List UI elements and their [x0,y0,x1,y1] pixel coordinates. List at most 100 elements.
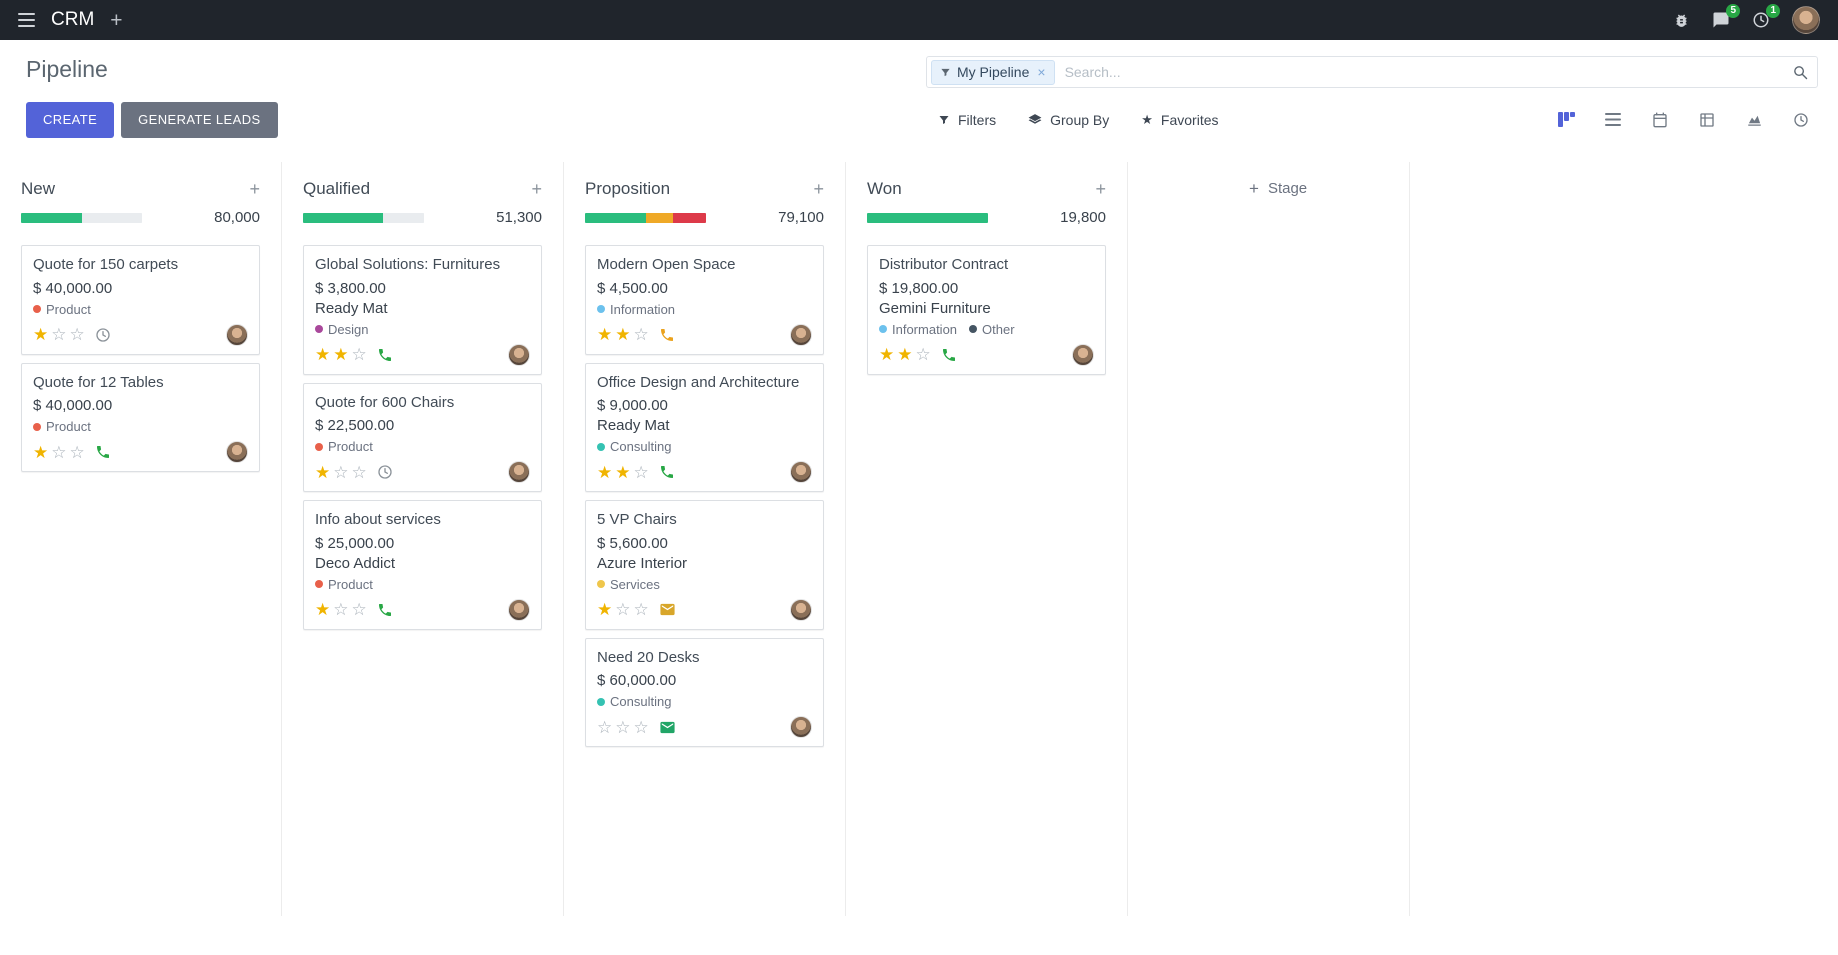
progress-segment-yellow[interactable] [645,212,674,223]
avatar[interactable] [226,323,248,346]
phone-icon[interactable] [659,464,675,480]
star-empty-icon[interactable]: ☆ [597,717,616,737]
envelope-icon[interactable] [659,601,676,618]
star-filled-icon[interactable]: ★ [333,345,352,364]
app-name-menu[interactable]: CRM [51,9,95,30]
remove-facet-icon[interactable]: × [1037,64,1046,80]
column-progressbar[interactable] [303,212,424,223]
priority-stars[interactable]: ★☆☆ [33,444,88,461]
tag-product[interactable]: Product [33,419,91,434]
priority-stars[interactable]: ★☆☆ [315,601,370,618]
star-filled-icon[interactable]: ★ [315,345,334,364]
star-empty-icon[interactable]: ☆ [633,462,652,482]
filters-button[interactable]: Filters [938,112,996,128]
kanban-card[interactable]: Quote for 12 Tables $ 40,000.00 Product ★☆☆ [21,362,260,472]
priority-stars[interactable]: ★★☆ [879,346,934,363]
phone-icon[interactable] [659,327,675,343]
tag-design[interactable]: Design [315,322,368,337]
progress-segment-green[interactable] [867,212,988,223]
view-pivot-button[interactable] [1690,105,1724,135]
star-filled-icon[interactable]: ★ [315,462,334,482]
activities-button[interactable]: 1 [1752,4,1780,29]
priority-stars[interactable]: ★☆☆ [33,326,88,343]
column-quick-add-button[interactable]: + [1095,179,1106,199]
column-quick-add-button[interactable]: + [813,179,824,199]
priority-stars[interactable]: ★☆☆ [597,601,652,618]
progress-segment-green[interactable] [585,212,646,223]
star-empty-icon[interactable]: ☆ [69,442,88,462]
create-button[interactable]: CREATE [26,101,115,138]
tag-other[interactable]: Other [969,322,1015,337]
star-empty-icon[interactable]: ☆ [915,345,934,364]
avatar[interactable] [790,323,812,346]
view-calendar-button[interactable] [1643,105,1677,135]
avatar[interactable] [790,716,812,738]
kanban-card[interactable]: Need 20 Desks $ 60,000.00 Consulting ☆☆☆ [585,637,824,747]
systray-add-button[interactable]: + [110,8,123,32]
add-stage-button[interactable]: + Stage [1249,180,1307,197]
view-graph-button[interactable] [1737,105,1771,135]
progress-segment-green[interactable] [21,212,82,223]
priority-stars[interactable]: ☆☆☆ [597,719,652,736]
search-facet-my-pipeline[interactable]: My Pipeline × [931,59,1055,85]
avatar[interactable] [790,598,812,621]
search-magnifier-icon[interactable] [1792,64,1809,81]
clock-icon[interactable] [95,327,111,343]
progress-segment-red[interactable] [673,212,706,223]
star-empty-icon[interactable]: ☆ [51,325,70,344]
tag-information[interactable]: Information [879,322,957,337]
column-progressbar[interactable] [585,212,706,223]
apps-menu-button[interactable] [18,13,35,27]
tag-consulting[interactable]: Consulting [597,439,671,454]
avatar[interactable] [508,343,530,366]
star-empty-icon[interactable]: ☆ [351,462,370,482]
priority-stars[interactable]: ★★☆ [597,326,652,343]
star-empty-icon[interactable]: ☆ [615,717,634,737]
debug-button[interactable] [1673,12,1690,29]
group-by-button[interactable]: Group By [1028,112,1109,128]
phone-icon[interactable] [95,444,111,460]
column-progressbar[interactable] [867,212,988,223]
star-filled-icon[interactable]: ★ [597,462,616,482]
star-filled-icon[interactable]: ★ [615,325,634,344]
star-filled-icon[interactable]: ★ [597,325,616,344]
star-empty-icon[interactable]: ☆ [633,717,652,737]
messages-button[interactable]: 5 [1712,4,1740,29]
star-empty-icon[interactable]: ☆ [333,462,352,482]
clock-icon[interactable] [377,464,393,480]
star-filled-icon[interactable]: ★ [33,442,52,462]
phone-icon[interactable] [941,347,957,363]
star-filled-icon[interactable]: ★ [615,462,634,482]
avatar[interactable] [226,441,248,463]
kanban-card[interactable]: Info about services $ 25,000.00 Deco Addic… [303,500,542,630]
tag-product[interactable]: Product [33,302,91,317]
tag-product[interactable]: Product [315,577,373,592]
star-empty-icon[interactable]: ☆ [333,600,352,619]
view-list-button[interactable] [1596,105,1630,135]
progress-segment-muted[interactable] [382,212,424,223]
progress-segment-muted[interactable] [81,212,142,223]
envelope-icon[interactable] [659,719,676,736]
star-filled-icon[interactable]: ★ [879,345,898,364]
star-filled-icon[interactable]: ★ [597,600,616,619]
search-bar[interactable]: My Pipeline × [926,56,1818,88]
star-empty-icon[interactable]: ☆ [633,600,652,619]
kanban-card[interactable]: 5 VP Chairs $ 5,600.00 Azure Interior Servi… [585,500,824,630]
view-activity-button[interactable] [1784,105,1818,135]
progress-segment-green[interactable] [303,212,383,223]
star-filled-icon[interactable]: ★ [315,600,334,619]
star-empty-icon[interactable]: ☆ [615,600,634,619]
search-input[interactable] [1054,64,1792,80]
priority-stars[interactable]: ★☆☆ [315,464,370,481]
star-filled-icon[interactable]: ★ [897,345,916,364]
priority-stars[interactable]: ★★☆ [597,464,652,481]
phone-icon[interactable] [377,602,393,618]
avatar[interactable] [508,461,530,483]
star-empty-icon[interactable]: ☆ [351,345,370,364]
tag-product[interactable]: Product [315,439,373,454]
priority-stars[interactable]: ★★☆ [315,346,370,363]
tag-information[interactable]: Information [597,302,675,317]
avatar[interactable] [508,598,530,621]
kanban-card[interactable]: Office Design and Architecture $ 9,000.00… [585,362,824,492]
kanban-card[interactable]: Quote for 600 Chairs $ 22,500.00 Product ★☆… [303,382,542,492]
